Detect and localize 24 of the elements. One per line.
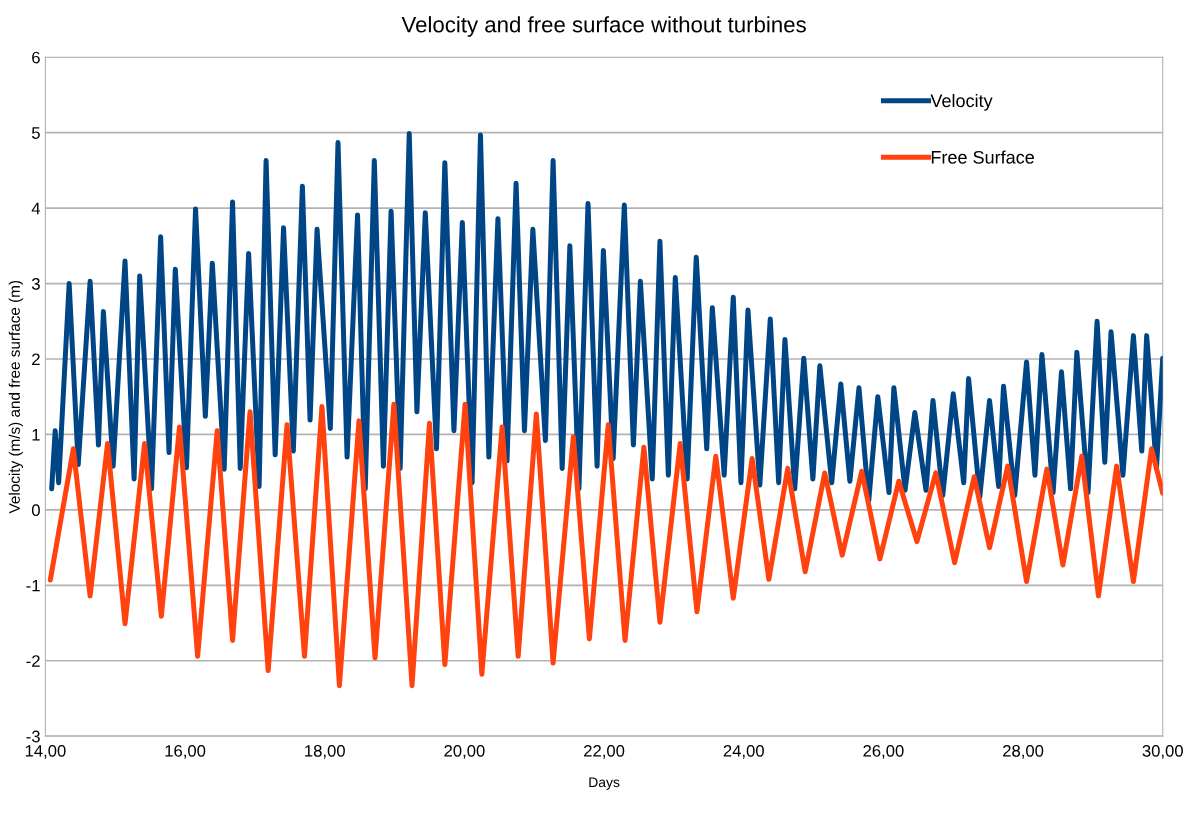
y-tick-label: 1 (32, 429, 40, 441)
y-tick-label: 3 (31, 277, 40, 290)
x-tick-label: 16,00 (165, 744, 206, 759)
x-axis-title: Days (589, 777, 620, 790)
y-tick-label: -3 (26, 730, 40, 743)
x-tick-label: 28,00 (1003, 744, 1044, 759)
x-tick-label: 18,00 (305, 744, 345, 759)
y-tick-label: 0 (31, 504, 40, 517)
x-tick-label: 30,00 (1142, 744, 1183, 759)
x-tick-label: 24,00 (723, 744, 764, 759)
x-tick-label: 14,00 (25, 744, 66, 759)
y-tick-label: -2 (26, 655, 40, 667)
y-tick-label: -1 (26, 579, 40, 592)
chart-title: Velocity and free surface without turbines (401, 16, 806, 37)
x-tick-label: 26,00 (863, 744, 904, 759)
x-tick-label: 20,00 (444, 744, 485, 759)
legend-label: Velocity (930, 93, 993, 111)
legend-label: Free Surface (931, 150, 1034, 164)
y-tick-label: 5 (31, 127, 40, 139)
y-axis-title: Velocity (m/s) and free surface (m) (8, 280, 23, 514)
y-tick-label: 4 (31, 202, 41, 215)
x-tick-label: 22,00 (584, 744, 625, 759)
y-tick-label: 2 (32, 353, 40, 366)
y-tick-label: 6 (32, 51, 40, 64)
